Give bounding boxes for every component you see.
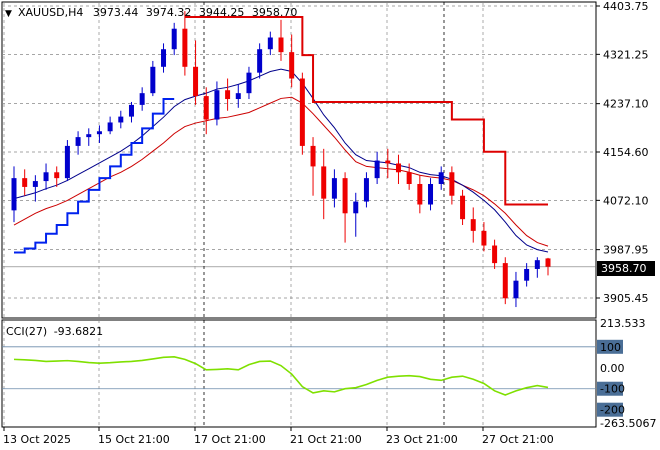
candle-body — [406, 172, 412, 184]
candle-body — [481, 230, 487, 246]
candle-body — [417, 183, 423, 205]
candle-body — [492, 245, 498, 264]
cci-line — [13, 356, 549, 396]
candle-body — [96, 131, 102, 135]
cci-value: -93.6821 — [54, 325, 103, 338]
candle-body — [385, 160, 391, 164]
cci-scale-label: -263.5067 — [600, 417, 656, 430]
price-tick-label: 4403.75 — [603, 0, 649, 13]
candle-body — [449, 172, 455, 196]
cci-level-label: -200 — [600, 404, 625, 417]
candle-body — [75, 137, 81, 146]
current-price-label: 3958.70 — [601, 262, 647, 275]
cci-line — [13, 356, 549, 396]
cci-level-box — [597, 402, 623, 417]
candle-body — [460, 195, 466, 220]
price-tick-label: 4072.10 — [603, 194, 649, 207]
cci-header: CCI(27) -93.6821 — [6, 325, 103, 338]
cci-level-box — [597, 339, 623, 354]
candle-body — [395, 163, 401, 173]
price-axis: 4403.75 4321.25 4237.10 4154.60 4072.10 3987.… — [596, 0, 649, 305]
cci-pane[interactable] — [1, 319, 597, 428]
series — [13, 15, 549, 254]
candle-body — [43, 172, 49, 182]
candle-body — [331, 178, 337, 199]
cci-level-box — [597, 381, 623, 396]
candle-body — [299, 78, 305, 146]
candle-body — [363, 178, 369, 202]
candle-body — [171, 28, 177, 50]
high-value: 3974.32 — [146, 6, 192, 19]
price-tick-label: 3987.95 — [603, 244, 649, 257]
fast-ma-line — [13, 68, 549, 253]
candle-body — [374, 160, 380, 179]
candle-body — [86, 134, 92, 138]
candle-body — [257, 49, 263, 73]
candle-body — [139, 93, 145, 105]
price-tick-label: 4154.60 — [603, 146, 649, 159]
cci-name: CCI(27) — [6, 325, 47, 338]
time-tick-label: 13 Oct 2025 — [3, 433, 71, 446]
close-value: 3958.70 — [252, 6, 298, 19]
candle-body — [438, 172, 444, 184]
cci-axis: 213.533 100 0.00 -100 -200-263.5067 — [2, 317, 656, 430]
candle-body — [214, 90, 220, 120]
cci-scale-label: 0.00 — [600, 362, 625, 375]
candle-body — [64, 145, 70, 179]
price-tick-label: 3905.45 — [603, 292, 649, 305]
symbol-label: XAUUSD,H4 — [18, 6, 83, 19]
candle-body — [161, 49, 167, 67]
trail-stop-resistance-line — [184, 15, 548, 206]
time-tick-label: 27 Oct 21:00 — [482, 433, 554, 446]
candle-body — [54, 172, 60, 179]
candles — [11, 11, 551, 308]
candle-body — [118, 116, 124, 123]
open-value: 3973.44 — [93, 6, 139, 19]
time-tick-label: 17 Oct 21:00 — [194, 433, 266, 446]
candle-body — [534, 260, 540, 269]
candle-body — [470, 219, 476, 231]
candle-body — [428, 183, 434, 205]
candle-body — [321, 166, 327, 199]
time-tick-label: 15 Oct 21:00 — [98, 433, 170, 446]
candle-body — [107, 122, 113, 132]
trail-stop-support-line — [14, 98, 175, 254]
dropdown-arrow-icon[interactable]: ▼ — [5, 9, 12, 19]
price-tick-label: 4237.10 — [603, 98, 649, 111]
candle-body — [32, 181, 38, 187]
symbol-header: ▼ XAUUSD,H4 3973.44 3974.32 3944.25 3958… — [5, 6, 297, 19]
candle-body — [342, 178, 348, 214]
candle-body — [524, 268, 530, 281]
time-axis: 13 Oct 2025 15 Oct 21:00 17 Oct 21:00 21 Oc… — [3, 427, 554, 446]
candle-body — [267, 37, 273, 50]
candle-body — [182, 28, 188, 67]
candle-body — [353, 201, 359, 214]
candle-body — [22, 178, 28, 187]
cci-scale-label: 213.533 — [600, 317, 646, 330]
price-tick-label: 4321.25 — [603, 48, 649, 61]
candle-body — [545, 258, 551, 267]
candle-body — [235, 93, 241, 100]
candle-body — [128, 104, 134, 117]
cci-level-label: 100 — [600, 341, 621, 354]
candle-body — [246, 72, 252, 94]
candle-body — [225, 90, 231, 100]
svg-text:XAUUSD,H4 3973.44: XAUUSD,H4 3973.44 3974.32 3944.25 3958.7… — [18, 6, 297, 19]
candle-body — [150, 66, 156, 94]
candle-body — [310, 145, 316, 167]
current-price-tag: 3958.70 — [597, 261, 655, 276]
candle-body — [278, 37, 284, 53]
candle-body — [502, 263, 508, 299]
candle-body — [11, 178, 17, 211]
time-tick-label: 23 Oct 21:00 — [386, 433, 458, 446]
candle-body — [193, 66, 199, 97]
time-tick-label: 21 Oct 21:00 — [290, 433, 362, 446]
cci-level-label: -100 — [600, 383, 625, 396]
candle-body — [513, 280, 519, 299]
candle-body — [203, 96, 209, 120]
candle-body — [289, 52, 295, 79]
low-value: 3944.25 — [199, 6, 245, 19]
